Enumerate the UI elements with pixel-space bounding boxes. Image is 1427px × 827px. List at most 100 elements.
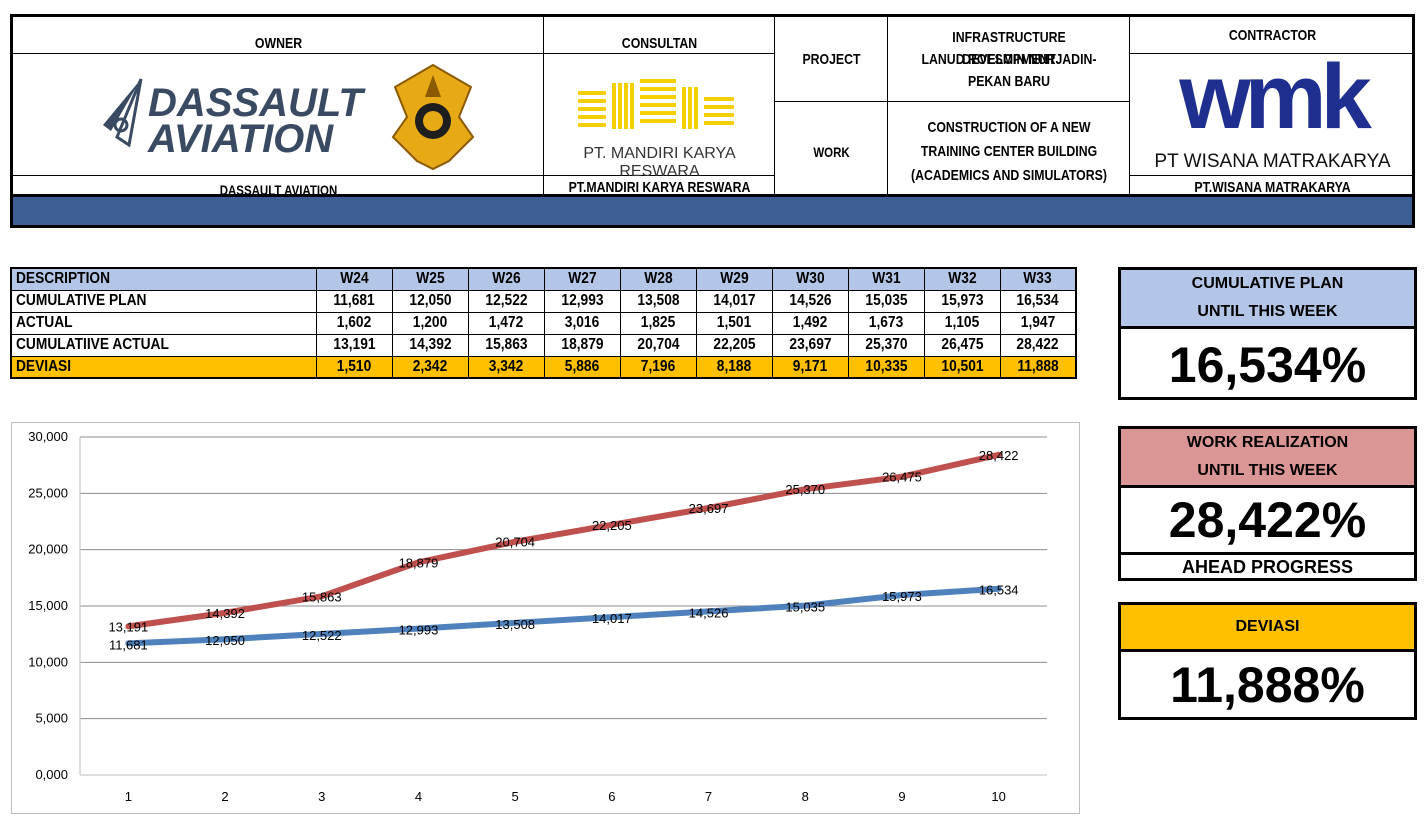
data-label: 12,522 [302, 628, 342, 643]
table-header-cell: W31 [847, 267, 925, 291]
table-cell: 1,200 [391, 311, 469, 335]
x-tick-label: 4 [415, 789, 422, 804]
table-cell: 7,196 [619, 355, 697, 379]
table-cell: 14,392 [391, 333, 469, 357]
x-tick-label: 2 [221, 789, 228, 804]
contractor-logo-text: PT WISANA MATRAKARYA [1154, 151, 1391, 172]
table-row: CUMULATIVE PLAN 11,681 12,050 12,522 12,… [10, 289, 1077, 313]
table-cell: 11,681 [315, 289, 393, 313]
table-header-cell: W25 [391, 267, 469, 291]
owner-logo-text: DASSAULT AVIATION [148, 81, 363, 161]
realization-summary-value: 28,422% [1168, 492, 1367, 548]
work-line-2: TRAINING CENTER BUILDING [920, 143, 1098, 160]
data-label: 13,191 [108, 619, 148, 634]
data-label: 25,370 [785, 482, 825, 497]
table-cell: 12,050 [391, 289, 469, 313]
table-header-cell: W28 [619, 267, 697, 291]
x-tick-label: 6 [608, 789, 615, 804]
series-line-2 [125, 585, 1002, 647]
data-label: 14,392 [205, 606, 245, 621]
table-cell: 1,492 [771, 311, 849, 335]
project-line-3: PEKAN BARU [967, 73, 1050, 90]
data-label: 20,704 [495, 535, 535, 550]
table-cell: 8,188 [695, 355, 773, 379]
realization-summary-title-2: UNTIL THIS WEEK [1197, 462, 1338, 479]
y-tick-label: 15,000 [28, 598, 68, 613]
project-label: PROJECT [802, 51, 861, 68]
work-label: WORK [813, 144, 850, 160]
realization-summary-header: WORK REALIZATION UNTIL THIS WEEK [1121, 429, 1414, 488]
table-cell: 1,673 [847, 311, 925, 335]
table-header-cell: W29 [695, 267, 773, 291]
project-line-2: LANUD ROESMIN NURJADIN- [921, 51, 1097, 68]
table-header-cell: W24 [315, 267, 393, 291]
data-label: 13,508 [495, 617, 535, 632]
table-cell: 10,335 [847, 355, 925, 379]
table-cell: 20,704 [619, 333, 697, 357]
progress-table: DESCRIPTION W24 W25 W26 W27 W28 W29 W30 … [10, 267, 1077, 379]
data-label: 12,050 [205, 633, 245, 648]
owner-title: OWNER [254, 35, 303, 52]
table-header-cell: W32 [923, 267, 1001, 291]
table-cell: 15,973 [923, 289, 1001, 313]
contractor-name: PT.WISANA MATRAKARYA [1194, 179, 1351, 196]
table-cell: 12,522 [467, 289, 545, 313]
table-header-cell: W27 [543, 267, 621, 291]
table-cell: 26,475 [923, 333, 1001, 357]
row-label: CUMULATIVE PLAN [10, 289, 317, 313]
dassault-logo-icon [103, 78, 143, 148]
project-label-cell [775, 17, 888, 197]
table-cell: 16,534 [999, 289, 1077, 313]
data-label: 15,863 [302, 589, 342, 604]
x-tick-label: 1 [125, 789, 132, 804]
contractor-title: CONTRACTOR [1228, 27, 1317, 44]
data-label: 12,993 [399, 623, 439, 638]
table-cell: 14,017 [695, 289, 773, 313]
data-label: 11,681 [109, 637, 148, 652]
table-cell: 2,342 [391, 355, 469, 379]
table-header-row: DESCRIPTION W24 W25 W26 W27 W28 W29 W30 … [10, 267, 1077, 291]
table-cell: 3,342 [467, 355, 545, 379]
table-header-cell: DESCRIPTION [10, 267, 317, 291]
deviation-row: DEVIASI 1,510 2,342 3,342 5,886 7,196 8,… [10, 355, 1077, 379]
table-cell: 13,508 [619, 289, 697, 313]
data-label: 14,017 [592, 611, 632, 626]
table-cell: 14,526 [771, 289, 849, 313]
table-header-cell: W26 [467, 267, 545, 291]
data-label: 23,697 [689, 501, 729, 516]
table-header-cell: W30 [771, 267, 849, 291]
y-tick-label: 25,000 [28, 485, 68, 500]
table-cell: 12,993 [543, 289, 621, 313]
project-line-1: INFRASTRUCTURE DEVELOPMENT [952, 29, 1066, 68]
table-cell: 15,035 [847, 289, 925, 313]
table-row: CUMULATIIVE ACTUAL 13,191 14,392 15,863 … [10, 333, 1077, 357]
work-line-3: (ACADEMICS AND SIMULATORS) [911, 167, 1107, 184]
progress-chart: 0,000 5,000 10,000 15,000 20,000 25,000 30,000… [11, 422, 1080, 814]
consultant-title: CONSULTAN [621, 35, 698, 52]
table-cell: 1,947 [999, 311, 1077, 335]
plan-summary-title-2: UNTIL THIS WEEK [1197, 303, 1338, 320]
air-force-emblem-icon [391, 63, 475, 171]
table-row: ACTUAL 1,602 1,200 1,472 3,016 1,825 1,5… [10, 311, 1077, 335]
deviation-summary-box: DEVIASI 11,888% [1118, 602, 1417, 720]
y-tick-label: 30,000 [28, 429, 68, 444]
row-label: ACTUAL [10, 311, 317, 335]
y-tick-label: 0,000 [35, 767, 68, 782]
table-cell: 1,510 [315, 355, 393, 379]
table-cell: 15,863 [467, 333, 545, 357]
table-cell: 11,888 [999, 355, 1077, 379]
consultant-logo-icon [578, 79, 734, 129]
x-tick-label: 8 [802, 789, 809, 804]
series-line-1 [125, 451, 1002, 630]
owner-cell [13, 17, 544, 197]
plan-summary-header: CUMULATIVE PLAN UNTIL THIS WEEK [1121, 270, 1414, 329]
x-tick-label: 7 [705, 789, 712, 804]
x-tick-label: 10 [991, 789, 1005, 804]
table-cell: 1,602 [315, 311, 393, 335]
table-cell: 1,105 [923, 311, 1001, 335]
contractor-logo: wmk [1179, 46, 1372, 148]
data-label: 18,879 [399, 555, 439, 570]
table-cell: 18,879 [543, 333, 621, 357]
consultant-name: PT.MANDIRI KARYA RESWARA [568, 179, 751, 196]
deviation-summary-header: DEVIASI [1121, 605, 1414, 652]
